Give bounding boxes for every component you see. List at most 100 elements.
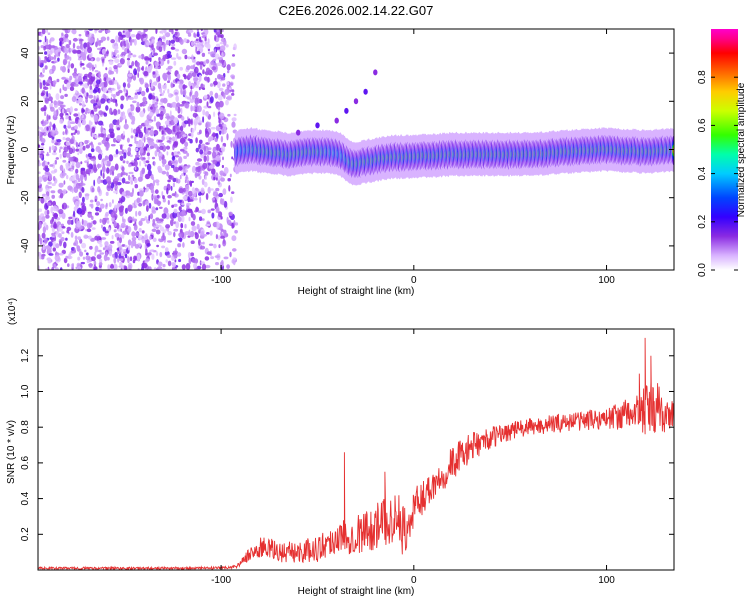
noise-speckle xyxy=(173,231,176,238)
noise-speckle xyxy=(133,38,137,46)
noise-speckle xyxy=(135,61,140,68)
noise-speckle xyxy=(169,110,172,117)
x-tick-label: 100 xyxy=(598,575,615,586)
noise-speckle xyxy=(46,90,49,98)
noise-speckle xyxy=(191,54,194,61)
noise-speckle xyxy=(156,220,162,224)
noise-speckle xyxy=(99,258,103,264)
noise-speckle xyxy=(191,41,194,47)
noise-speckle xyxy=(104,230,109,234)
noise-speckle xyxy=(74,125,78,130)
noise-speckle xyxy=(114,204,117,212)
noise-speckle xyxy=(113,153,119,158)
noise-speckle xyxy=(134,92,138,95)
noise-speckle xyxy=(63,257,68,264)
noise-speckle xyxy=(182,195,188,200)
noise-speckle xyxy=(53,221,57,228)
noise-speckle xyxy=(120,144,123,150)
noise-speckle xyxy=(78,191,82,199)
noise-speckle xyxy=(175,135,178,142)
noise-speckle xyxy=(193,197,198,201)
noise-speckle xyxy=(224,88,230,95)
noise-speckle xyxy=(85,255,91,261)
noise-speckle xyxy=(174,259,177,263)
noise-speckle xyxy=(167,260,172,267)
noise-speckle xyxy=(203,76,209,81)
noise-speckle xyxy=(116,127,120,131)
noise-speckle xyxy=(88,235,92,240)
noise-speckle xyxy=(41,215,46,223)
noise-speckle xyxy=(50,219,54,225)
noise-speckle xyxy=(93,179,96,187)
noise-speckle xyxy=(208,165,213,169)
noise-speckle xyxy=(44,97,49,104)
noise-speckle xyxy=(183,155,188,159)
noise-speckle xyxy=(157,261,163,267)
noise-speckle xyxy=(73,186,79,194)
noise-speckle xyxy=(226,81,230,86)
noise-speckle xyxy=(80,169,83,175)
noise-speckle xyxy=(164,120,170,126)
noise-speckle xyxy=(185,174,188,180)
noise-speckle xyxy=(184,54,188,60)
noise-speckle xyxy=(51,100,53,104)
noise-speckle xyxy=(171,57,177,60)
noise-speckle xyxy=(50,106,55,112)
noise-speckle xyxy=(100,198,103,202)
noise-speckle xyxy=(170,160,176,164)
noise-speckle xyxy=(194,171,198,179)
noise-speckle xyxy=(121,177,126,184)
noise-speckle xyxy=(210,126,216,130)
noise-speckle xyxy=(173,117,179,124)
x-tick-label: 0 xyxy=(411,275,417,286)
noise-speckle xyxy=(112,51,116,56)
noise-speckle xyxy=(131,160,135,163)
noise-speckle xyxy=(193,193,197,198)
noise-speckle xyxy=(117,84,121,90)
noise-speckle xyxy=(41,29,46,35)
noise-speckle xyxy=(113,190,118,194)
noise-speckle xyxy=(131,236,137,241)
noise-speckle xyxy=(158,150,161,154)
noise-speckle xyxy=(108,244,113,250)
noise-speckle xyxy=(99,243,103,248)
noise-speckle xyxy=(76,49,82,54)
noise-speckle xyxy=(106,219,110,224)
noise-speckle xyxy=(198,74,202,82)
noise-speckle xyxy=(71,175,76,181)
noise-speckle xyxy=(76,45,81,50)
noise-speckle xyxy=(90,109,94,115)
noise-speckle xyxy=(63,146,69,153)
noise-speckle xyxy=(73,132,76,135)
noise-speckle xyxy=(206,43,211,50)
noise-speckle xyxy=(135,126,141,134)
noise-speckle xyxy=(114,177,120,182)
noise-speckle xyxy=(158,60,161,65)
noise-speckle xyxy=(62,108,65,114)
noise-speckle xyxy=(114,163,119,171)
noise-speckle xyxy=(58,182,64,188)
noise-speckle xyxy=(38,171,41,174)
noise-speckle xyxy=(113,221,117,228)
noise-speckle xyxy=(79,251,84,257)
noise-speckle xyxy=(98,30,103,33)
noise-speckle xyxy=(210,208,215,211)
noise-speckle xyxy=(217,94,223,101)
noise-speckle xyxy=(90,99,96,104)
noise-speckle xyxy=(69,106,73,114)
noise-speckle xyxy=(126,137,130,143)
noise-speckle xyxy=(220,231,223,237)
noise-speckle xyxy=(82,220,88,225)
noise-speckle xyxy=(64,93,68,97)
y-tick-label: -40 xyxy=(20,238,31,253)
noise-speckle xyxy=(50,130,53,136)
noise-speckle xyxy=(113,137,117,143)
noise-speckle xyxy=(217,181,221,185)
noise-speckle xyxy=(120,95,125,101)
noise-speckle xyxy=(131,174,135,178)
noise-speckle xyxy=(134,244,140,249)
noise-speckle xyxy=(193,118,198,126)
noise-speckle xyxy=(170,82,174,89)
noise-speckle xyxy=(168,69,172,73)
noise-speckle xyxy=(226,264,231,269)
